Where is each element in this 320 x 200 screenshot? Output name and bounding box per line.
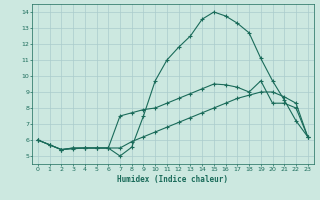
X-axis label: Humidex (Indice chaleur): Humidex (Indice chaleur) (117, 175, 228, 184)
